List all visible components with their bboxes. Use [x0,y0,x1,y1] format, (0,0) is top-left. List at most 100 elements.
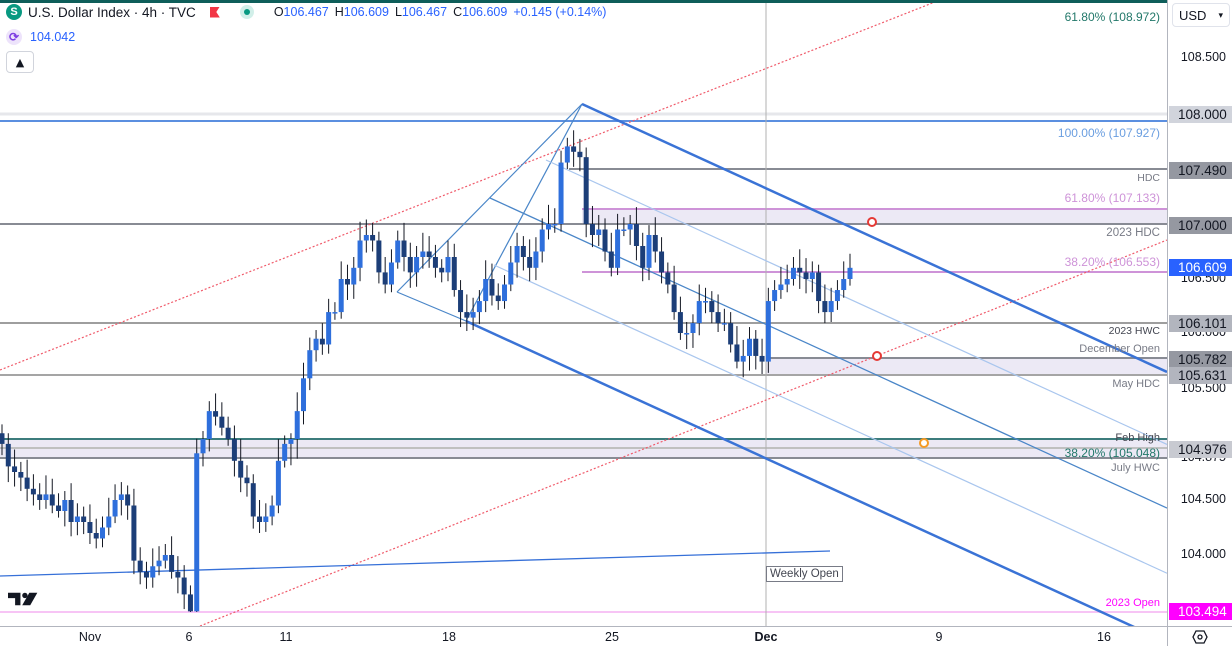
weekly-open-line [0,550,831,577]
candle-body [169,555,175,572]
time-tick: 9 [935,630,943,644]
chart-settings-button[interactable] [1167,626,1232,646]
candle-body [615,229,621,268]
candle-body [439,267,445,273]
candle-body [765,301,771,362]
level-label: HDC [1137,172,1160,184]
level-label: December Open [1079,343,1160,355]
candle-body [62,500,68,511]
candle-body [56,505,62,511]
candle-body [627,224,633,230]
candle-body [407,256,413,273]
candle-body [816,272,822,302]
candle-body [646,234,652,268]
candle-body [12,466,18,472]
candle-body [370,234,376,241]
intersection-marker [919,438,929,448]
candle-body [772,290,778,302]
candle-body [659,251,665,273]
candle-body [809,272,815,279]
candle-body [464,312,470,318]
candle-body [175,571,181,578]
candle-body [81,516,87,522]
lower-dotted-trendline [199,239,1167,626]
candle-body [797,267,803,273]
indicator-legend: ⟳ 104.042 [6,29,75,45]
candle-body [282,443,288,461]
time-axis[interactable]: Nov 6 11 18 25 Dec 9 16 [0,626,1167,646]
candle-body [263,516,269,522]
flag-icon[interactable] [209,6,220,18]
candle-body [728,323,734,345]
candle-body [451,256,457,291]
candle-body [721,323,727,325]
candle-body [790,267,796,279]
candle-body [633,224,639,246]
price-level-tag: 106.101 [1169,315,1232,332]
chart-area[interactable]: S U.S. Dollar Index · 4h · TVC O106.467 … [0,0,1167,626]
candle-body [778,284,784,291]
price-level-tag: 105.782 [1169,351,1232,368]
level-label: July HWC [1111,462,1160,474]
candle-body [514,245,520,263]
candle-body [508,262,514,285]
candle-body [476,301,482,313]
candle-body [319,338,325,345]
candle-body [275,460,281,506]
ohlc-values: O106.467 H106.609 L106.467 C106.609 +0.1… [273,5,607,19]
candle-body [847,267,853,279]
dec-open-may-zone [766,358,1167,375]
chevron-down-icon: ▾ [1218,9,1223,20]
candle-body [194,453,200,612]
refresh-indicator-icon[interactable]: ⟳ [6,29,22,45]
candle-body [401,240,407,257]
candle-body [602,229,608,252]
candle-body [244,477,250,484]
price-level-tag: 107.490 [1169,162,1232,179]
level-label: 2023 HDC [1106,227,1160,239]
candle-body [822,301,828,313]
candle-body [539,229,545,252]
tradingview-logo-icon[interactable] [8,591,40,607]
weekly-open-label: Weekly Open [766,566,843,582]
chart-legend: S U.S. Dollar Index · 4h · TVC O106.467 … [6,4,606,20]
candle-body [388,262,394,285]
candle-body [589,224,595,235]
time-tick: 25 [605,630,619,644]
currency-selector[interactable]: USD ▾ [1172,3,1230,27]
chart-title[interactable]: U.S. Dollar Index · 4h · TVC [28,4,196,20]
channel-upper [581,102,1167,374]
time-tick: Dec [754,630,778,644]
time-tick: 6 [185,630,193,644]
candle-body [137,560,143,572]
collapse-legend-button[interactable]: ▲ [6,51,34,73]
candle-body [382,272,388,285]
price-axis[interactable]: USD ▾ 108.500106.500106.000105.500104.87… [1167,0,1232,626]
candle-body [552,224,558,226]
candle-body [784,279,790,285]
candle-body [150,566,156,578]
candle-body [68,500,74,522]
candle-body [5,443,11,467]
candle-body [558,162,564,224]
level-label: 38.20% (106.553) [1064,255,1160,269]
candle-body [426,251,432,257]
candle-body [238,460,244,478]
time-tick: 18 [442,630,456,644]
price-level-tag: 108.000 [1169,106,1232,123]
currency-label: USD [1179,7,1207,23]
candle-body [596,229,602,235]
level-label: May HDC [1112,378,1160,390]
pitchfork-base [396,291,467,322]
price-level-tag: 104.976 [1169,441,1232,458]
candle-body [709,301,715,313]
candle-body [746,338,752,356]
candle-body [288,439,294,444]
fib-61-8-top-line [0,0,1167,3]
candle-body [87,522,93,533]
candle-body [502,284,508,302]
candle-body [376,240,382,273]
candle-body [225,427,231,439]
candle-body [344,279,350,285]
candle-body [715,312,721,324]
